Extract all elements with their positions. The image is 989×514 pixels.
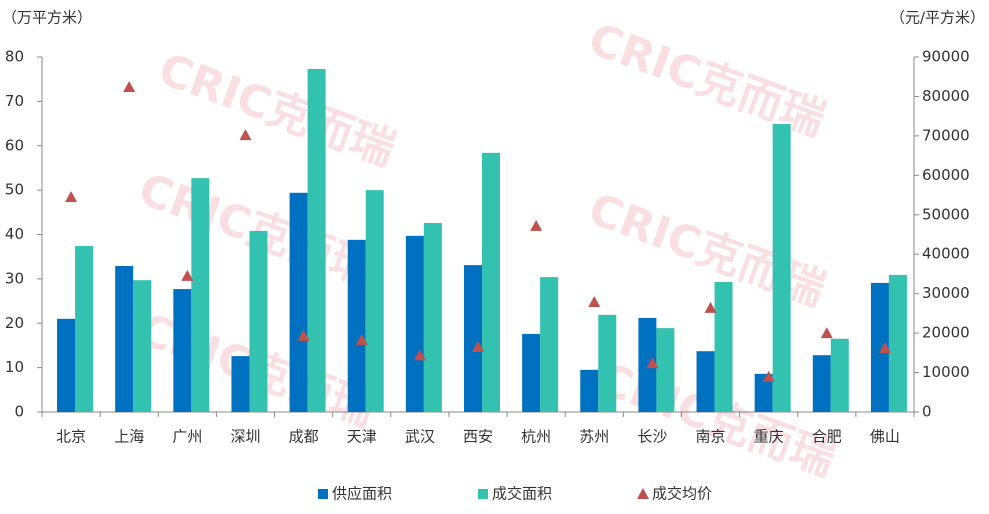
price-marker: [123, 80, 136, 92]
price-marker: [472, 340, 484, 352]
legend-label: 成交均价: [652, 485, 712, 503]
bar: [405, 235, 424, 412]
bar: [540, 277, 559, 412]
x-tick-label: 西安: [463, 428, 493, 446]
x-tick-label: 苏州: [579, 428, 609, 446]
y2-tick-label: 50000: [922, 205, 970, 223]
bar: [522, 333, 541, 412]
bar: [580, 369, 599, 412]
price-marker: [878, 342, 891, 354]
price-marker: [239, 129, 252, 141]
y2-tick-label: 30000: [922, 284, 970, 302]
y2-tick-label: 10000: [922, 363, 970, 381]
x-tick-label: 南京: [696, 428, 726, 446]
bar: [812, 355, 831, 412]
bar: [173, 289, 192, 412]
legend-label: 供应面积: [332, 485, 392, 503]
y2-tick-label: 0: [922, 403, 932, 421]
legend-label: 成交面积: [492, 485, 552, 503]
price-marker: [762, 370, 775, 382]
y2-tick-label: 40000: [922, 245, 970, 263]
watermark: CRIC克而瑞: [582, 14, 831, 146]
x-tick-label: 杭州: [521, 428, 551, 446]
x-tick-label: 成都: [289, 428, 319, 446]
x-tick-label: 深圳: [230, 428, 260, 446]
legend-marker: [637, 488, 649, 499]
bar: [115, 266, 134, 412]
y-tick-label: 30: [5, 269, 24, 287]
bar: [598, 314, 617, 412]
bar: [423, 222, 442, 412]
bar: [249, 230, 268, 412]
price-marker: [297, 329, 310, 341]
price-marker: [588, 295, 601, 307]
bar: [191, 178, 210, 412]
bar: [289, 192, 308, 412]
price-marker: [704, 301, 717, 313]
y2-tick-label: 80000: [922, 87, 970, 105]
y2-tick-label: 20000: [922, 324, 970, 342]
watermark: CRIC克而瑞: [152, 44, 401, 176]
bar: [714, 281, 733, 412]
price-marker: [530, 219, 543, 231]
y2-axis-label: （元/平方米）: [890, 9, 985, 27]
bar: [888, 274, 907, 412]
price-marker: [413, 349, 426, 361]
bar: [772, 124, 791, 412]
y-tick-label: 10: [5, 358, 24, 376]
y-tick-label: 40: [5, 225, 24, 243]
x-tick-label: 天津: [347, 428, 377, 446]
y2-tick-label: 70000: [922, 126, 970, 144]
x-tick-label: 上海: [114, 428, 144, 446]
y-tick-label: 60: [5, 136, 24, 154]
x-tick-label: 佛山: [870, 428, 900, 446]
bar: [482, 152, 500, 412]
x-tick-label: 重庆: [754, 428, 784, 446]
bar: [656, 328, 675, 412]
bar: [231, 356, 250, 412]
price-marker: [65, 191, 78, 203]
bar: [696, 351, 715, 412]
y-tick-label: 80: [5, 48, 24, 66]
bar: [57, 318, 76, 412]
y-tick-label: 70: [5, 92, 24, 110]
bar: [75, 246, 94, 412]
watermark: CRIC克而瑞: [582, 184, 831, 316]
x-tick-label: 北京: [56, 428, 86, 446]
bar: [133, 280, 152, 412]
price-marker: [181, 269, 194, 281]
bar: [754, 373, 773, 412]
bar: [307, 68, 326, 412]
legend-marker: [478, 489, 488, 499]
x-tick-label: 广州: [172, 428, 202, 446]
y-tick-label: 20: [5, 314, 24, 332]
bar: [347, 239, 366, 412]
x-tick-label: 合肥: [812, 428, 842, 446]
price-marker: [646, 357, 659, 369]
legend-marker: [318, 489, 328, 499]
bar: [870, 282, 889, 412]
y-tick-label: 50: [5, 181, 24, 199]
y2-tick-label: 60000: [922, 166, 970, 184]
x-tick-label: 长沙: [637, 428, 667, 446]
y-tick-label: 0: [14, 403, 24, 421]
price-marker: [355, 333, 368, 345]
bar: [638, 317, 657, 412]
y-axis-label: （万平方米）: [2, 9, 92, 27]
bar: [464, 265, 482, 412]
bar: [365, 190, 384, 412]
x-tick-label: 武汉: [405, 428, 435, 446]
bar: [830, 338, 849, 412]
price-marker: [820, 327, 833, 339]
y2-tick-label: 90000: [922, 48, 970, 66]
